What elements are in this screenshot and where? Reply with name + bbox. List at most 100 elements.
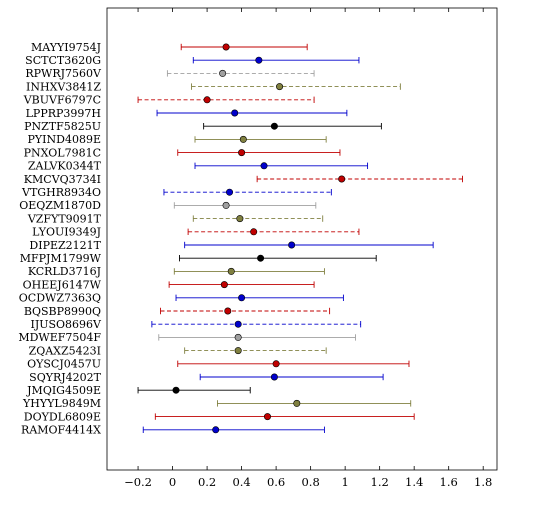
category-label: PYIND4089E	[28, 133, 101, 146]
data-point	[203, 96, 211, 104]
data-point	[272, 360, 280, 368]
x-tick-label: 0.8	[301, 475, 319, 489]
data-point	[338, 175, 346, 183]
error-bar	[175, 294, 344, 301]
data-point	[236, 215, 244, 223]
data-point	[226, 188, 234, 196]
category-labels-group: MAYYI9754JSCTCT3620GRPWRJ7560VINHXV3841Z…	[18, 41, 102, 437]
category-label: DIPEZ2121T	[29, 239, 101, 252]
error-bar	[216, 400, 412, 407]
error-bar	[194, 136, 327, 143]
category-label: YHYYL9849M	[22, 397, 101, 410]
category-label: INHXV3841Z	[26, 80, 101, 93]
error-bar	[177, 360, 410, 367]
data-point	[270, 373, 278, 381]
error-bar	[160, 307, 331, 315]
data-point	[238, 149, 246, 157]
error-bar	[168, 281, 315, 288]
error-bar	[154, 413, 415, 420]
category-label: SCTCT3620G	[25, 54, 101, 67]
category-label: ZQAXZ5423I	[29, 344, 101, 357]
category-label: KMCVQ3734I	[24, 173, 101, 186]
data-point	[257, 254, 265, 262]
category-label: IJUSO8696V	[30, 318, 102, 331]
error-bar	[187, 228, 360, 235]
x-tick-label: 0.4	[232, 475, 250, 489]
data-point	[231, 109, 239, 117]
error-bar	[156, 109, 348, 117]
data-point	[250, 228, 258, 236]
category-label: MFPJM1799W	[20, 252, 102, 265]
data-point	[234, 333, 242, 341]
error-bar	[166, 70, 315, 77]
category-label: BQSBP8990Q	[24, 305, 101, 318]
error-bar	[179, 255, 377, 262]
data-point	[222, 43, 230, 51]
data-point	[234, 320, 242, 328]
category-label: LYOUI9349J	[32, 226, 101, 239]
category-label: PNZTF5825U	[24, 120, 101, 133]
error-bar	[137, 96, 315, 103]
category-label: JMQIG4509E	[26, 384, 101, 397]
plot-frame	[106, 7, 498, 471]
error-bar	[199, 373, 384, 381]
category-label: OEQZM1870D	[19, 199, 101, 212]
data-point	[288, 241, 296, 249]
x-tick-label: −0.2	[124, 475, 152, 489]
data-point	[222, 201, 230, 209]
category-label: VZFYT9091T	[27, 212, 102, 225]
error-bar	[192, 215, 324, 222]
data-point	[219, 69, 227, 77]
category-label: RAMOF4414X	[21, 424, 101, 437]
x-axis-ticks-group: −0.2 0 0.2 0.4 0.6 0.8 1 1.2 1.4 1.6 1.8	[124, 8, 492, 489]
category-label: MDWEF7504F	[18, 331, 101, 344]
category-label: RPWRJ7560V	[25, 67, 102, 80]
category-label: OCDWZ7363Q	[19, 292, 101, 305]
error-bar	[203, 123, 382, 130]
x-tick-label: 1.6	[440, 475, 458, 489]
category-label: PNXOL7981C	[24, 146, 101, 159]
data-point	[239, 135, 247, 143]
x-tick-label: 1.4	[405, 475, 423, 489]
category-label: KCRLD3716J	[28, 265, 101, 278]
error-bar	[142, 426, 325, 433]
data-point	[212, 426, 220, 434]
error-bar	[151, 321, 362, 328]
error-bar	[180, 43, 308, 51]
x-tick-label: 0	[169, 475, 176, 489]
category-label: VTGHR8934O	[21, 186, 101, 199]
error-bar	[256, 175, 463, 183]
error-bar	[158, 334, 356, 341]
category-label: SQYRJ4202T	[29, 371, 102, 384]
data-point	[238, 294, 246, 302]
error-bar	[163, 189, 332, 196]
category-label: DOYDL6809E	[24, 410, 101, 423]
data-point	[255, 56, 263, 64]
data-point	[263, 413, 271, 421]
data-point	[276, 83, 284, 91]
category-label: OHEEJ6147W	[23, 278, 102, 291]
data-point	[227, 267, 235, 275]
data-point	[293, 399, 301, 407]
data-point	[234, 347, 242, 355]
data-point	[220, 281, 228, 289]
data-point	[224, 307, 232, 315]
x-tick-label: 1.2	[371, 475, 389, 489]
error-bar	[173, 268, 325, 275]
category-label: VBUVF6797C	[23, 94, 101, 107]
data-point	[270, 122, 278, 130]
error-bars-group	[137, 43, 463, 433]
error-bar	[173, 202, 317, 209]
category-label: MAYYI9754J	[31, 41, 101, 54]
error-bar	[194, 162, 369, 169]
data-point	[260, 162, 268, 170]
error-bar	[191, 83, 401, 90]
category-label: OYSCJ0457U	[27, 358, 101, 371]
category-label: ZALVK0344T	[28, 160, 102, 173]
error-bar	[137, 387, 251, 394]
error-bar	[184, 347, 327, 354]
error-bar	[184, 241, 434, 249]
error-bar	[192, 57, 360, 64]
category-label: LPPRP3997H	[26, 107, 101, 120]
